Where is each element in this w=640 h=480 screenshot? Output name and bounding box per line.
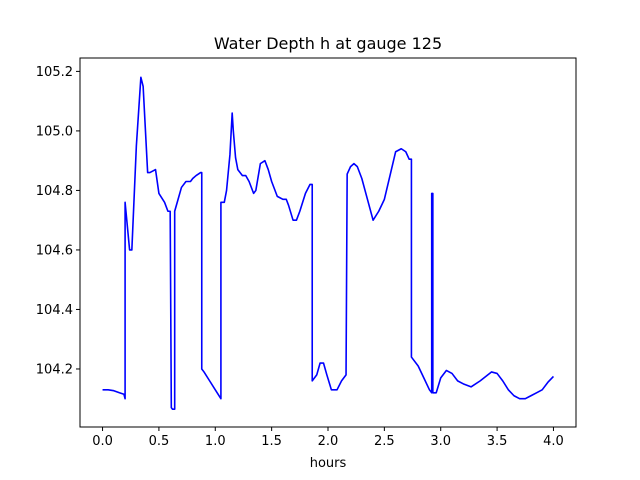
- x-tick-label: 1.0: [205, 434, 226, 449]
- y-tick-label: 104.4: [36, 303, 73, 318]
- x-tick-label: 3.0: [430, 434, 451, 449]
- y-tick-label: 105.2: [36, 65, 73, 80]
- plot-area: [102, 76, 555, 410]
- chart-title: Water Depth h at gauge 125: [214, 34, 442, 53]
- y-tick-label: 105.0: [36, 124, 73, 139]
- y-tick-label: 104.8: [36, 184, 73, 199]
- x-tick-label: 1.5: [261, 434, 282, 449]
- x-tick-label: 2.5: [374, 434, 395, 449]
- x-tick-label: 0.5: [149, 434, 170, 449]
- x-axis-label: hours: [310, 456, 347, 471]
- x-tick-label: 0.0: [92, 434, 113, 449]
- series-line-1: [102, 76, 555, 410]
- x-tick-label: 2.0: [318, 434, 339, 449]
- y-tick-label: 104.6: [36, 243, 73, 258]
- x-tick-label: 4.0: [543, 434, 564, 449]
- x-tick-label: 3.5: [487, 434, 508, 449]
- axes-frame: [79, 57, 577, 428]
- y-tick-label: 104.2: [36, 362, 73, 377]
- axis-ticks: 0.0 0.5 1.0 1.5 2.0 2.5 3.0 3.5 4.0 104.2 104.4 104…: [36, 65, 564, 449]
